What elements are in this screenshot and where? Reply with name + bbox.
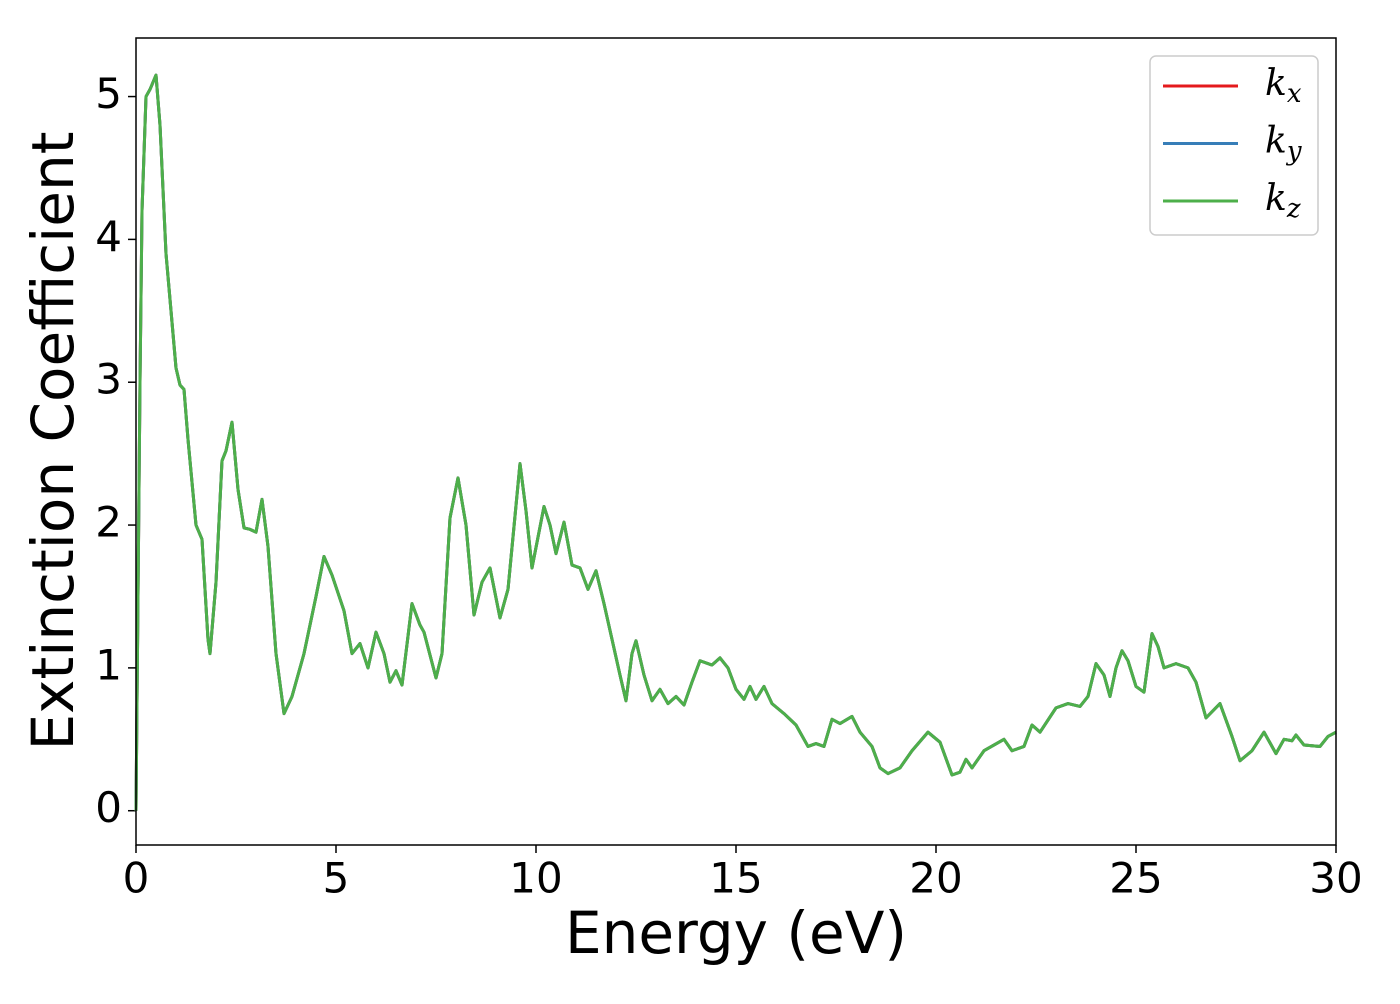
y-tick-label: 2 <box>95 498 122 547</box>
legend-label: ky <box>1265 121 1302 167</box>
legend-label: kx <box>1265 63 1302 109</box>
y-tick-label: 0 <box>95 783 122 832</box>
data-line <box>134 73 1337 811</box>
x-tick-label: 5 <box>323 854 350 903</box>
y-tick-label: 3 <box>95 355 122 404</box>
x-tick-label: 20 <box>909 854 962 903</box>
legend-box <box>1149 55 1319 236</box>
x-tick-label: 30 <box>1309 854 1362 903</box>
y-tick-label: 1 <box>95 640 122 689</box>
y-axis-label: Extinction Coefficient <box>19 132 87 751</box>
y-tick-label: 4 <box>95 212 122 261</box>
legend-label: kz <box>1265 178 1301 224</box>
y-tick-label: 5 <box>95 69 122 118</box>
plot-frame <box>135 37 1337 846</box>
x-tick-label: 15 <box>709 854 762 903</box>
x-tick-label: 10 <box>509 854 562 903</box>
x-tick-label: 25 <box>1109 854 1162 903</box>
x-axis-label: Energy (eV) <box>565 899 907 967</box>
x-tick-label: 0 <box>123 854 150 903</box>
